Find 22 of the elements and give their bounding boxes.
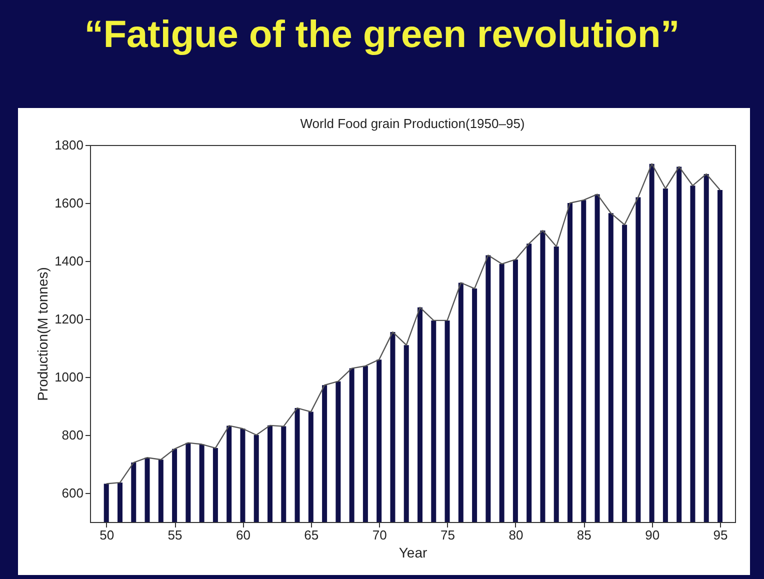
x-axis-title: Year	[398, 544, 428, 560]
x-tick-label: 80	[508, 528, 524, 542]
x-tick-label: 75	[440, 528, 456, 542]
chart-title: “Fatigue of the green revolution”	[83, 14, 681, 57]
y-axis-title: Production(M tonnes)	[34, 267, 51, 401]
x-tick-label: 90	[645, 528, 660, 542]
x-tick-label: 50	[100, 528, 114, 542]
y-tick-label: 1800	[54, 138, 84, 152]
y-tick-label: 800	[62, 428, 84, 442]
y-tick-label: 600	[62, 486, 84, 500]
x-tick-label: 60	[236, 528, 250, 542]
x-tick-label: 95	[713, 528, 728, 542]
y-tick-label: 1600	[54, 196, 84, 210]
y-tick-label: 1400	[54, 254, 84, 268]
line-series	[106, 163, 721, 484]
y-tick-label: 1000	[54, 370, 84, 384]
x-tick-label: 65	[304, 528, 319, 542]
x-tick-label: 70	[372, 528, 387, 542]
x-tick-label: 55	[168, 528, 182, 542]
y-tick-label: 1200	[54, 312, 84, 326]
x-tick-label: 85	[576, 528, 592, 542]
chart-subtitle: World Food grain Production(1950–95)	[300, 116, 525, 131]
